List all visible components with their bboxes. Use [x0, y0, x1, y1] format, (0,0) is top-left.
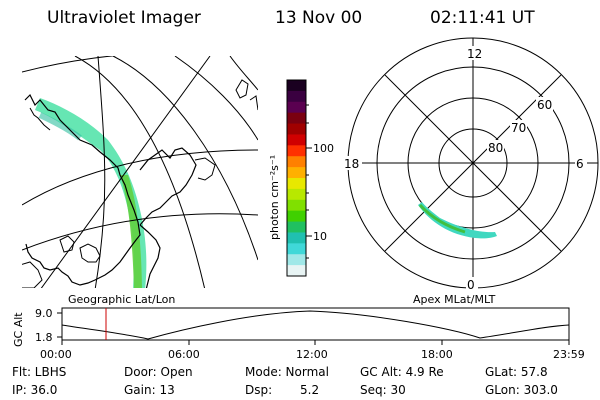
colorbar-band: [287, 80, 306, 92]
door-info: Door: Open: [124, 365, 193, 379]
date-label: 13 Nov 00: [275, 8, 363, 28]
colorbar-band: [287, 221, 306, 233]
colorbar-unit-label: photon cm⁻²s⁻¹: [268, 155, 281, 240]
mlat-label-80: 80: [488, 141, 503, 155]
colorbar-tick-10: 10: [313, 230, 327, 243]
dsp-label: Dsp:: [245, 383, 273, 397]
colorbar-band: [287, 167, 306, 179]
seq-info: Seq: 30: [360, 383, 406, 397]
colorbar-band: [287, 112, 306, 125]
mlat-label-60: 60: [537, 98, 552, 112]
colorbar-band: [287, 265, 306, 277]
flt-info: Flt: LBHS: [12, 365, 67, 379]
colorbar-band: [287, 134, 306, 146]
colorbar-band: [287, 123, 306, 135]
colorbar-band: [287, 199, 306, 212]
colorbar-band: [287, 90, 306, 103]
mlt-label-12: 12: [467, 47, 482, 61]
polar-plot: 12 18 6 0 60 70 80: [342, 37, 599, 292]
x-tick-0000: 00:00: [40, 348, 72, 361]
time-label: 02:11:41 UT: [430, 8, 535, 28]
colorbar: [287, 80, 306, 277]
dsp-value: 5.2: [300, 383, 320, 397]
right-panel-label: Apex MLat/MLT: [413, 293, 496, 306]
x-tick-1200: 12:00: [296, 348, 328, 361]
aurora-oval: [418, 202, 497, 239]
glat-info: GLat: 57.8: [485, 365, 548, 379]
app-title: Ultraviolet Imager: [47, 8, 201, 28]
colorbar-band: [287, 210, 306, 223]
colorbar-band: [287, 178, 306, 190]
colorbar-band: [287, 101, 306, 114]
x-tick-0600: 06:00: [168, 348, 200, 361]
x-tick-1800: 18:00: [421, 348, 453, 361]
mode-info: Mode: Normal: [245, 365, 329, 379]
colorbar-band: [287, 254, 306, 266]
mlat-label-70: 70: [511, 121, 526, 135]
altitude-plot: [57, 307, 570, 345]
mlt-label-6: 6: [576, 157, 584, 171]
mlt-label-0: 0: [467, 278, 475, 292]
colorbar-band: [287, 145, 306, 157]
ip-info: IP: 36.0: [12, 383, 58, 397]
left-panel-label: Geographic Lat/Lon: [68, 293, 175, 306]
colorbar-band: [287, 188, 306, 201]
glon-info: GLon: 303.0: [485, 383, 558, 397]
alt-tick-1-8: 1.8: [35, 331, 53, 344]
x-tick-2359: 23:59: [553, 348, 585, 361]
colorbar-tick-100: 100: [313, 142, 334, 155]
colorbar-band: [287, 232, 306, 244]
alt-tick-9: 9.0: [35, 307, 53, 320]
colorbar-band: [287, 156, 306, 168]
alt-axis-label: GC Alt: [12, 312, 25, 347]
colorbar-band: [287, 243, 306, 255]
mlt-label-18: 18: [344, 157, 359, 171]
gc-alt-info: GC Alt: 4.9 Re: [360, 365, 444, 379]
gain-info: Gain: 13: [124, 383, 175, 397]
